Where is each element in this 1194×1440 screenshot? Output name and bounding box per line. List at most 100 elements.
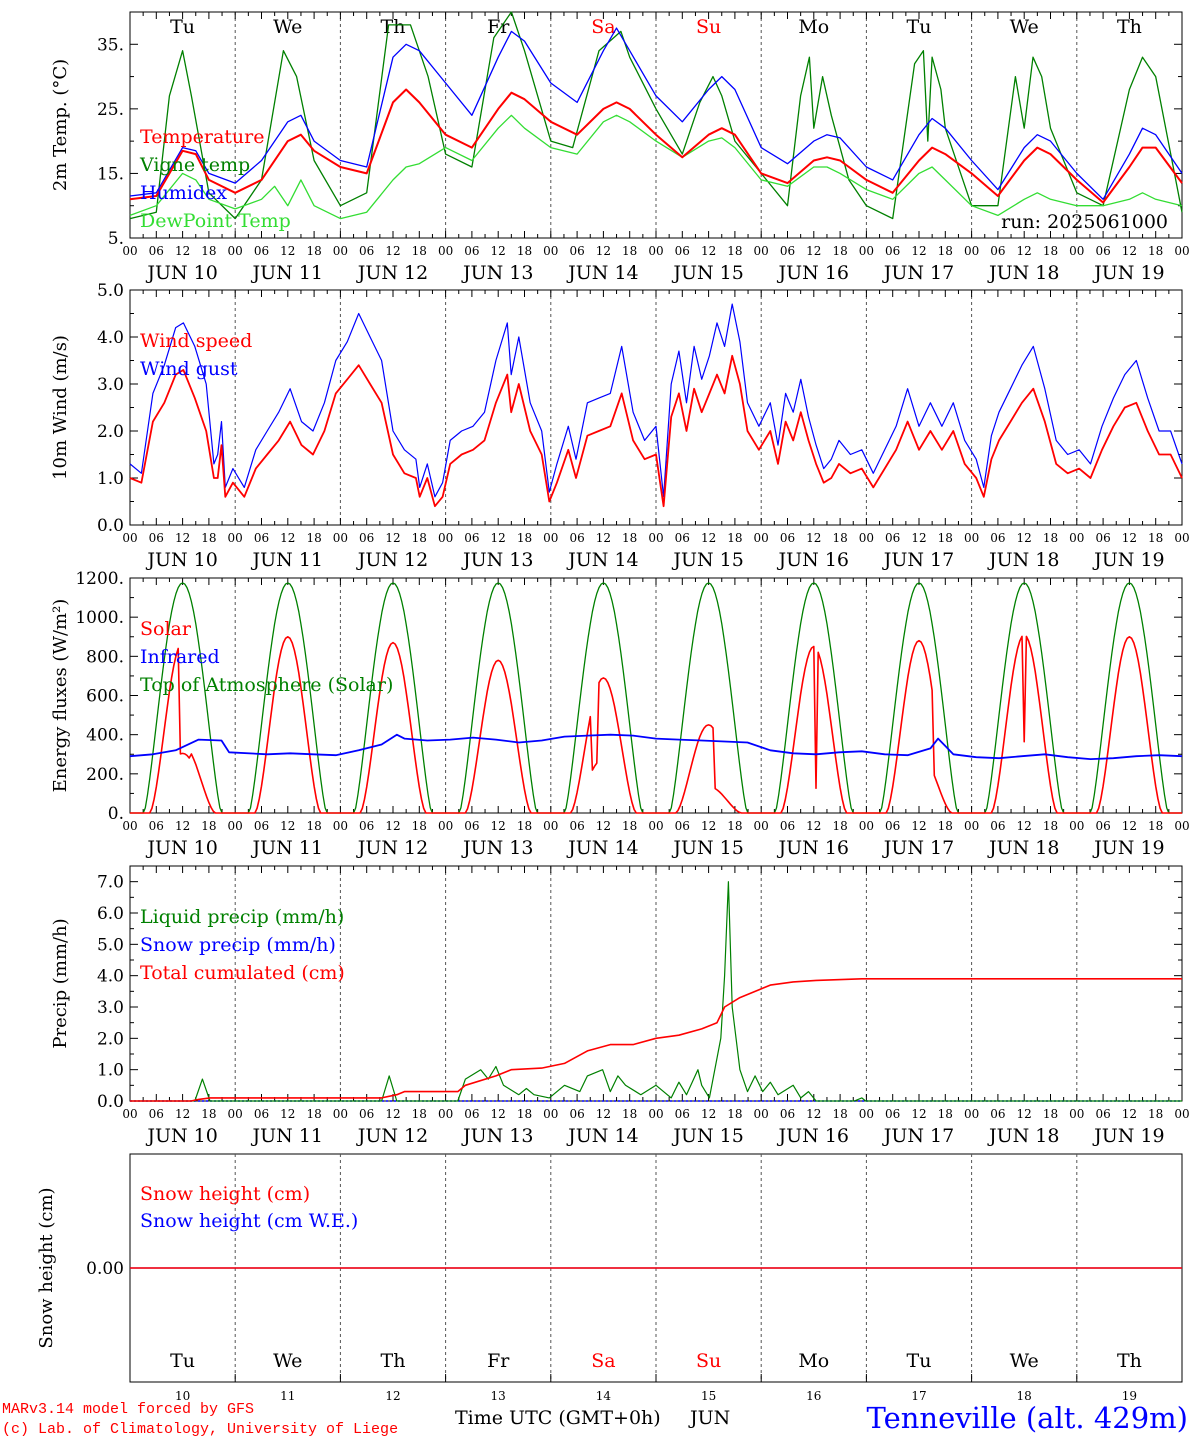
temperature-hour-tick-label: 18 <box>517 244 532 258</box>
energy-date-label: JUN 10 <box>145 837 217 859</box>
snow-panel: 0.00 Snow height (cm) Snow height (cm) Snow… <box>36 1153 1183 1403</box>
run-label: run: 2025061000 <box>1001 211 1168 233</box>
temperature-series-line <box>129 88 1183 204</box>
temperature-series-line <box>129 27 1183 200</box>
wind-date-label: JUN 16 <box>777 549 849 571</box>
wind-hour-tick-label: 00 <box>754 531 769 545</box>
temperature-y-tick-label: 25. <box>97 100 124 120</box>
energy-hour-tick-label: 06 <box>359 819 374 833</box>
energy-hour-tick-label: 00 <box>228 819 243 833</box>
snow-day-number: 13 <box>491 1389 506 1403</box>
snow-day-number: 15 <box>701 1389 716 1403</box>
temperature-hour-tick-label: 18 <box>201 244 216 258</box>
temperature-weekday-label: Tu <box>907 16 932 38</box>
precip-y-tick-label: 7.0 <box>97 873 124 893</box>
snow-weekday-label: We <box>1010 1350 1039 1372</box>
snow-y-axis-label: Snow height (cm) <box>36 1187 57 1348</box>
precip-hour-tick-label: 06 <box>675 1107 690 1121</box>
snow-weekday-label: Mo <box>798 1350 829 1372</box>
precip-date-label: JUN 11 <box>251 1125 323 1147</box>
temperature-hour-tick-label: 00 <box>754 244 769 258</box>
wind-hour-tick-label: 12 <box>911 531 926 545</box>
energy-date-label: JUN 19 <box>1092 837 1164 859</box>
wind-date-label: JUN 15 <box>671 549 743 571</box>
temperature-hour-tick-label: 18 <box>938 244 953 258</box>
temperature-date-label: JUN 17 <box>882 262 954 284</box>
temperature-hour-tick-label: 12 <box>1017 244 1032 258</box>
temperature-hour-tick-label: 18 <box>306 244 321 258</box>
energy-date-label: JUN 12 <box>356 837 428 859</box>
energy-hour-tick-label: 12 <box>596 819 611 833</box>
temperature-date-label: JUN 19 <box>1092 262 1164 284</box>
snow-day-number: 12 <box>385 1389 400 1403</box>
temperature-date-label: JUN 16 <box>777 262 849 284</box>
temperature-hour-tick-label: 18 <box>1148 244 1163 258</box>
temperature-hour-tick-label: 18 <box>622 244 637 258</box>
precip-date-label: JUN 13 <box>461 1125 533 1147</box>
precip-hour-tick-label: 00 <box>1174 1107 1189 1121</box>
wind-hour-tick-label: 18 <box>201 531 216 545</box>
precip-date-label: JUN 19 <box>1092 1125 1164 1147</box>
temperature-date-label: JUN 18 <box>987 262 1059 284</box>
temperature-date-label: JUN 15 <box>671 262 743 284</box>
wind-date-label: JUN 18 <box>987 549 1059 571</box>
energy-hour-tick-label: 06 <box>569 819 584 833</box>
wind-hour-tick-label: 12 <box>1017 531 1032 545</box>
energy-series-line <box>129 733 1183 760</box>
temperature-weekday-label: Su <box>696 16 721 38</box>
precip-hour-tick-label: 06 <box>780 1107 795 1121</box>
precip-hour-tick-label: 06 <box>885 1107 900 1121</box>
energy-hour-tick-label: 18 <box>1148 819 1163 833</box>
energy-hour-tick-label: 12 <box>1017 819 1032 833</box>
precip-y-tick-label: 4.0 <box>97 967 124 987</box>
precip-hour-tick-label: 00 <box>543 1107 558 1121</box>
temperature-weekday-label: Mo <box>798 16 829 38</box>
energy-hour-tick-label: 06 <box>254 819 269 833</box>
wind-hour-tick-label: 12 <box>596 531 611 545</box>
temperature-hour-tick-label: 06 <box>359 244 374 258</box>
wind-hour-tick-label: 12 <box>385 531 400 545</box>
energy-y-tick-label: 1000. <box>75 608 124 628</box>
precip-hour-tick-label: 12 <box>596 1107 611 1121</box>
energy-hour-tick-label: 18 <box>832 819 847 833</box>
energy-panel: 0. 200. 400. 600. 800. 1000. 1200.Energy fluxe… <box>50 569 1190 859</box>
precip-hour-tick-label: 18 <box>938 1107 953 1121</box>
snow-legend-entry: Snow height (cm W.E.) <box>140 1210 358 1232</box>
model-credit: MARv3.14 model forced by GFS <box>2 1401 254 1418</box>
precip-y-tick-label: 6.0 <box>97 904 124 924</box>
precip-hour-tick-label: 00 <box>648 1107 663 1121</box>
temperature-weekday-label: We <box>273 16 302 38</box>
wind-hour-tick-label: 12 <box>280 531 295 545</box>
wind-date-label: JUN 14 <box>566 549 638 571</box>
energy-hour-tick-label: 06 <box>885 819 900 833</box>
temperature-hour-tick-label: 06 <box>990 244 1005 258</box>
temperature-hour-tick-label: 12 <box>911 244 926 258</box>
energy-hour-tick-label: 18 <box>1043 819 1058 833</box>
wind-y-tick-label: 4.0 <box>97 328 124 348</box>
energy-y-tick-label: 800. <box>86 647 124 667</box>
energy-hour-tick-label: 00 <box>964 819 979 833</box>
wind-series-line <box>129 303 1183 498</box>
wind-hour-tick-label: 06 <box>1095 531 1110 545</box>
temperature-hour-tick-label: 00 <box>648 244 663 258</box>
wind-hour-tick-label: 18 <box>832 531 847 545</box>
precip-y-tick-label: 0.0 <box>97 1092 124 1112</box>
temperature-hour-tick-label: 00 <box>122 244 137 258</box>
energy-hour-tick-label: 00 <box>754 819 769 833</box>
precip-hour-tick-label: 12 <box>385 1107 400 1121</box>
temperature-weekday-label: Tu <box>170 16 195 38</box>
wind-hour-tick-label: 12 <box>175 531 190 545</box>
precip-hour-tick-label: 06 <box>464 1107 479 1121</box>
precip-date-label: JUN 16 <box>777 1125 849 1147</box>
energy-y-tick-label: 200. <box>86 765 124 785</box>
snow-weekday-label: Th <box>1117 1350 1142 1372</box>
precip-legend-entry: Total cumulated (cm) <box>140 962 345 984</box>
temperature-weekday-label: Sa <box>591 16 615 38</box>
snow-weekday-label: Th <box>381 1350 406 1372</box>
precip-y-tick-label: 5.0 <box>97 935 124 955</box>
temperature-hour-tick-label: 00 <box>543 244 558 258</box>
snow-weekday-label: Su <box>696 1350 721 1372</box>
temperature-hour-tick-label: 06 <box>1095 244 1110 258</box>
temperature-date-label: JUN 14 <box>566 262 638 284</box>
